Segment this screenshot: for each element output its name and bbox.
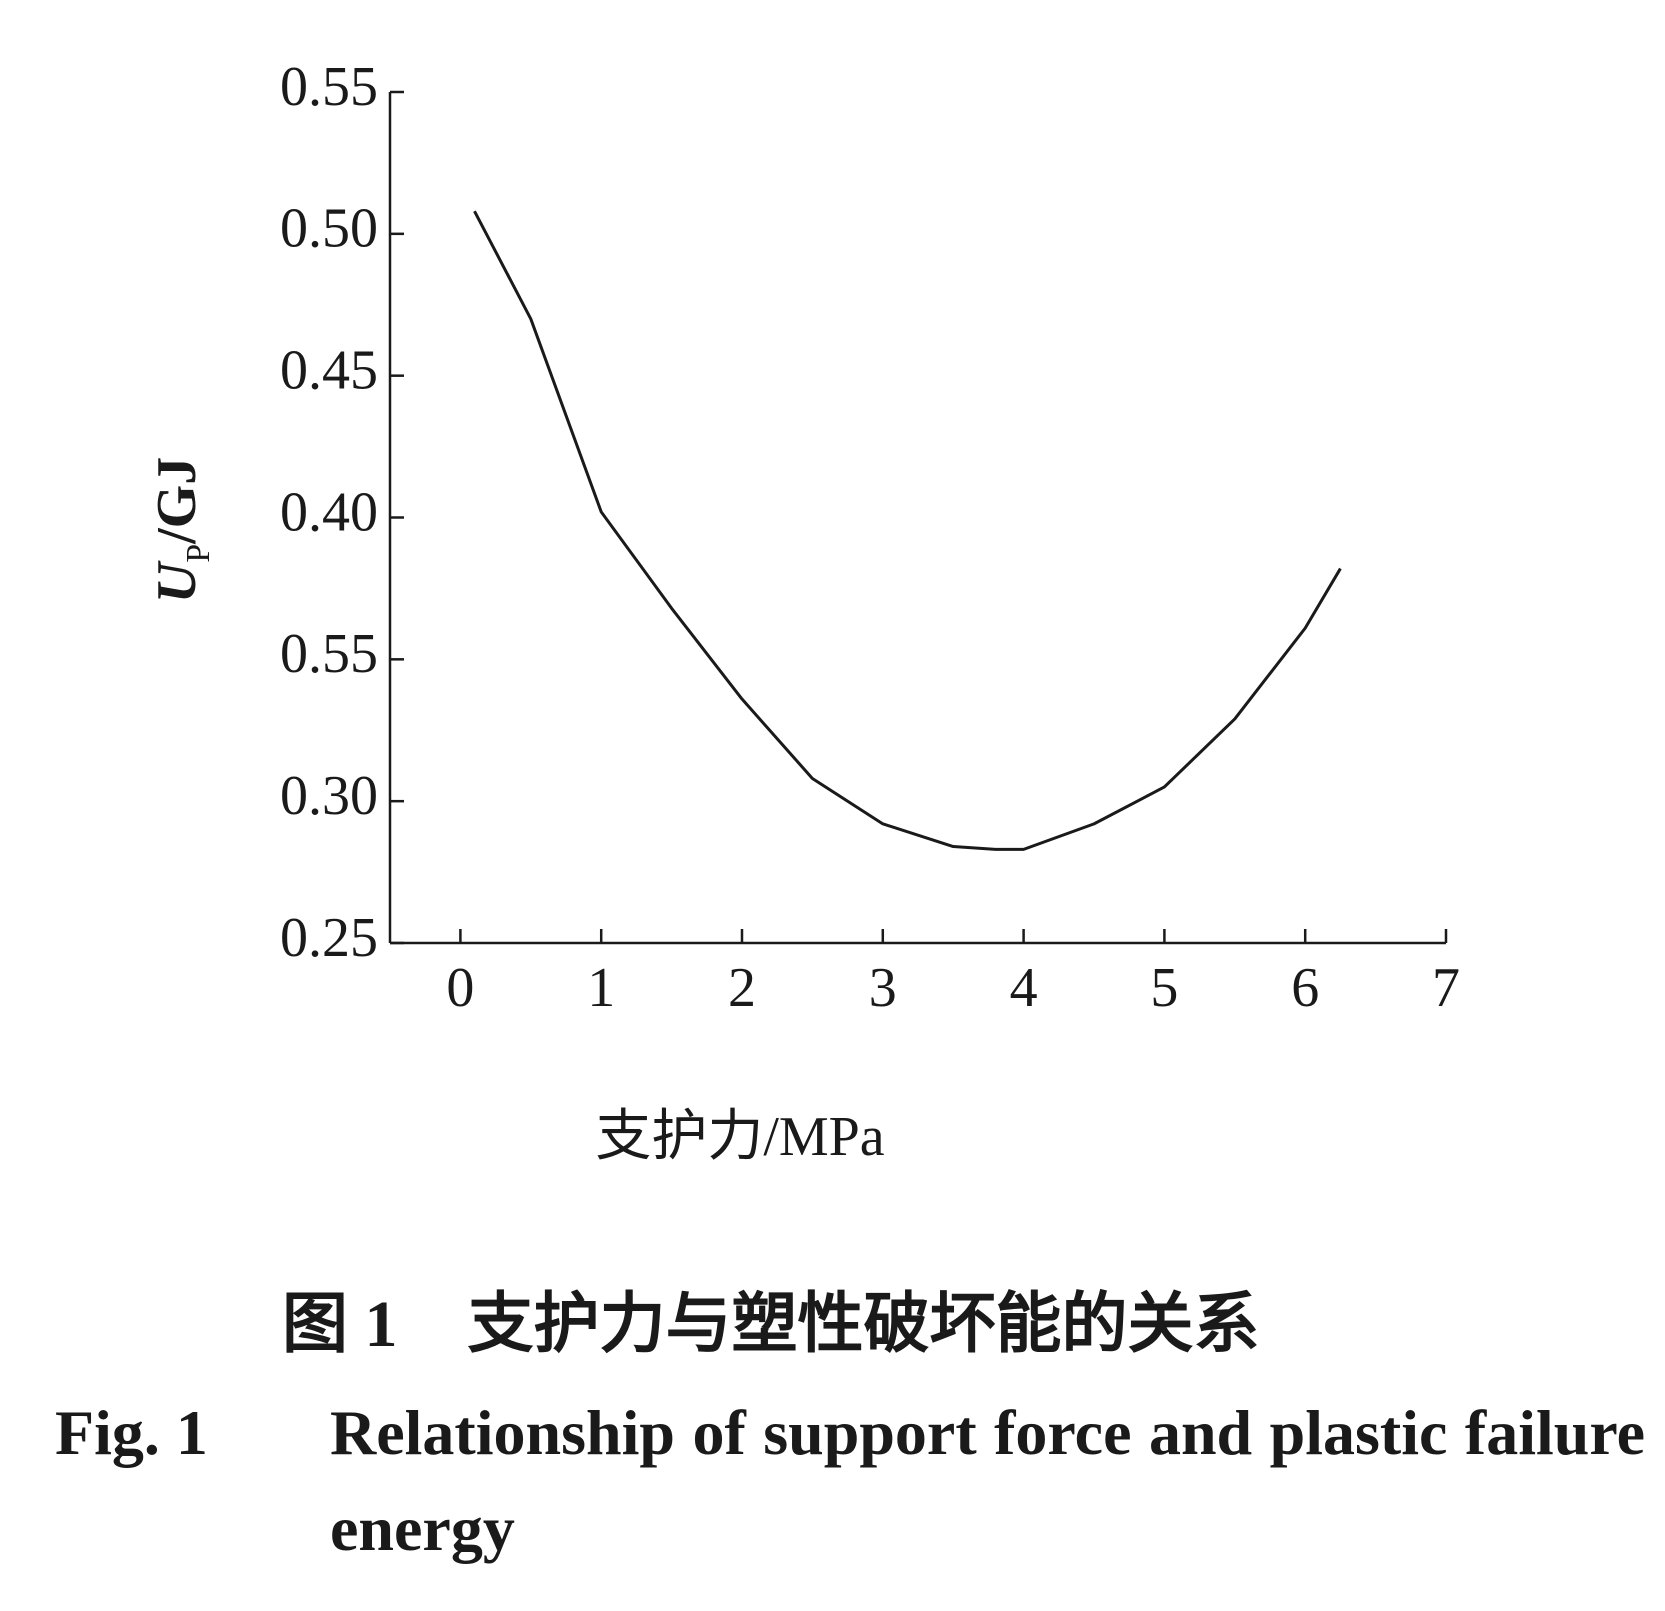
y-tick-label: 0.55 [280, 56, 378, 118]
x-axis-label: 支护力/MPa [595, 1106, 884, 1168]
y-axis-label-rest: /GJ [146, 457, 208, 545]
y-tick-label: 0.30 [280, 765, 378, 827]
caption-en-label: Fig. 1 [55, 1397, 208, 1468]
data-line [473, 210, 1342, 851]
x-tick-label: 1 [587, 957, 615, 1019]
caption-en-text: Relationship of support force and plasti… [330, 1397, 1645, 1564]
x-tick-label: 5 [1150, 957, 1178, 1019]
y-tick-label: 0.55 [280, 623, 378, 685]
x-tick-label: 6 [1291, 957, 1319, 1019]
y-axis-label-main: U [146, 560, 208, 603]
x-tick-label: 4 [1010, 957, 1038, 1019]
y-tick-label: 0.40 [280, 481, 378, 543]
y-tick-label: 0.25 [280, 907, 378, 969]
caption-en: Fig. 1 Relationship of support force and … [55, 1385, 1645, 1577]
caption-cn-text: 支护力与塑性破坏能的关系 [467, 1288, 1260, 1361]
x-tick-label: 7 [1432, 957, 1460, 1019]
y-axis-label-sub: P [180, 544, 217, 563]
x-tick-label: 3 [869, 957, 897, 1019]
chart: 支护力/MPa UP/GJ 0.25 0.30 0.55 0.40 0.45 0.50 0.… [146, 56, 1460, 1168]
caption-cn-label: 图 1 [282, 1288, 398, 1361]
y-tick-label: 0.50 [280, 198, 378, 260]
x-tick-label: 0 [446, 957, 474, 1019]
x-tick-label: 2 [728, 957, 756, 1019]
y-tick-label: 0.45 [280, 340, 378, 402]
y-axis-label: UP/GJ [146, 457, 217, 604]
caption-cn: 图 1 支护力与塑性破坏能的关系 [282, 1270, 1260, 1366]
